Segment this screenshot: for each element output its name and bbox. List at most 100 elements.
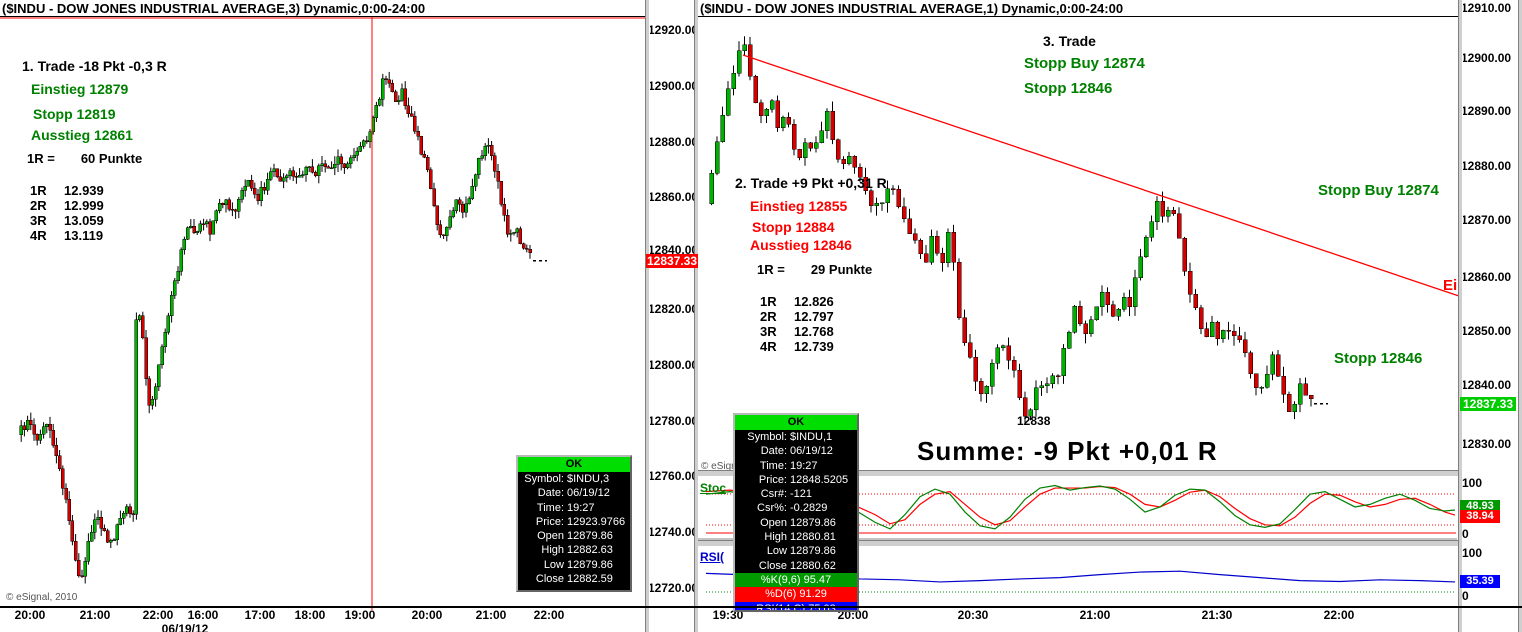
tooltip-row: High 12880.81 — [764, 531, 836, 544]
price-tick-label: 12920.00 — [648, 23, 699, 37]
tooltip-ok-header: OK — [518, 457, 630, 472]
price-tick-label: 12800.00 — [648, 358, 699, 372]
price-tick-label: 12740.00 — [648, 525, 699, 539]
time-tick-label: 19:00 — [344, 608, 376, 622]
r-multiple-row: 2R 12.797 — [760, 309, 834, 324]
tooltip-row: Low 12879.86 — [766, 545, 836, 558]
r-multiple-row: 4R 13.119 — [30, 228, 104, 243]
stochastic-study-label: Stoc — [700, 481, 727, 495]
cursor-data-window-right: OK Symbol: $INDU,1 Date: 06/19/12 Time: 19:27 P… — [733, 413, 859, 612]
trade2-stop: Stopp 12884 — [752, 219, 835, 235]
tooltip-row: High 12882.63 — [541, 544, 613, 557]
swing-low-label: 12838 — [1017, 414, 1051, 428]
rsi-scale-0: 0 — [1462, 589, 1469, 603]
left-copyright: © eSignal, 2010 — [6, 592, 78, 603]
r-multiple-row: 4R 12.739 — [760, 339, 834, 354]
right-scale-groove — [1458, 0, 1463, 632]
trade2-risk-value: 29 Punkte — [810, 262, 873, 277]
trade1-exit: Ausstieg 12861 — [31, 127, 133, 143]
price-tick-label: 12860.00 — [648, 190, 699, 204]
r-multiple-row: 1R 12.939 — [30, 183, 104, 198]
time-tick-label: 22:00 — [533, 608, 565, 622]
r-multiple-row: 2R 12.999 — [30, 198, 104, 213]
trade2-risk: 1R = 29 Punkte — [757, 262, 872, 277]
tooltip-row: Time: 19:27 — [759, 459, 818, 472]
right-last-price-tag: 12837.33 — [1460, 397, 1516, 411]
stoch-k-value-tag: 48.93 — [1460, 500, 1500, 513]
r-multiple-row: 3R 12.768 — [760, 324, 834, 339]
right-chart-title: ($INDU - DOW JONES INDUSTRIAL AVERAGE,1)… — [700, 1, 1124, 16]
trade2-exit: Ausstieg 12846 — [750, 237, 852, 253]
price-tick-label: 12880.00 — [648, 135, 699, 149]
left-time-axis[interactable]: 20:00 21:00 22:00 16:00 17:00 18:00 19:00 20:00… — [0, 608, 646, 632]
price-tick-label: 12830.00 — [1461, 437, 1512, 451]
right-title-bar[interactable]: ($INDU - DOW JONES INDUSTRIAL AVERAGE,1)… — [698, 0, 1458, 17]
left-scale-groove — [645, 0, 650, 632]
trade3-stopp-buy: Stopp Buy 12874 — [1024, 55, 1145, 72]
left-title-bar[interactable]: ($INDU - DOW JONES INDUSTRIAL AVERAGE,3)… — [0, 0, 646, 17]
axis-separator-line — [0, 606, 1522, 608]
tooltip-row: Open 12879.86 — [537, 530, 613, 543]
price-tick-label: 12890.00 — [1461, 104, 1512, 118]
trade1-stop: Stopp 12819 — [33, 106, 116, 122]
tooltip-row: Date: 06/19/12 — [760, 445, 833, 458]
trade2-entry: Einstieg 12855 — [750, 198, 848, 214]
trade1-risk-label: 1R = — [27, 151, 55, 166]
rsi-study-label: RSI( — [700, 550, 724, 564]
tooltip-row: Open 12879.86 — [760, 516, 836, 529]
price-tick-label: 12720.00 — [648, 581, 699, 595]
trade1-risk-value: 60 Punkte — [80, 151, 143, 166]
price-tick-label: 12850.00 — [1461, 324, 1512, 338]
price-tick-label: 12870.00 — [1461, 213, 1512, 227]
trade3-header: 3. Trade — [1043, 33, 1096, 49]
price-tick-label: 12900.00 — [1461, 51, 1512, 65]
summary-label: Summe: -9 Pkt +0,01 R — [917, 436, 1218, 466]
right-time-axis[interactable]: 19:30 20:00 20:30 21:00 21:30 22:00 — [0, 608, 1458, 632]
trade2-r-multiples: 1R 12.826 2R 12.797 3R 12.768 4R 12.739 — [760, 294, 834, 354]
time-tick-label: 20:00 — [411, 608, 443, 622]
time-tick-label: 21:00 — [1079, 608, 1111, 622]
rsi-scale-100: 100 — [1462, 546, 1483, 560]
trade2-risk-label: 1R = — [757, 262, 785, 277]
price-tick-label: 12880.00 — [1461, 159, 1512, 173]
tooltip-study-row: %K(9,6) 95.47 — [735, 572, 857, 588]
time-tick-label: 22:00 — [142, 608, 174, 622]
tooltip-row: Csr#: -121 — [760, 488, 813, 501]
time-tick-label: 21:00 — [79, 608, 111, 622]
tooltip-row: Low 12879.86 — [543, 558, 613, 571]
tooltip-ok-header: OK — [735, 415, 857, 430]
left-chart-plot[interactable] — [0, 0, 646, 632]
right-edge-groove — [1518, 0, 1522, 632]
r-multiple-row: 3R 13.059 — [30, 213, 104, 228]
price-tick-label: 12900.00 — [648, 79, 699, 93]
chart-window-3min: ($INDU - DOW JONES INDUSTRIAL AVERAGE,3)… — [0, 0, 647, 632]
r-multiple-row: 1R 12.826 — [760, 294, 834, 309]
price-tick-label: 12840.00 — [1461, 378, 1512, 392]
trade1-risk: 1R = 60 Punkte — [27, 151, 142, 166]
time-tick-label: 20:30 — [957, 608, 989, 622]
price-tick-label: 12820.00 — [648, 302, 699, 316]
time-tick-label: 16:00 — [187, 608, 219, 622]
trade2-header: 2. Trade +9 Pkt +0,31 R — [735, 175, 887, 191]
right-price-scale[interactable]: 12910.00 12900.00 12890.00 12880.00 12870.00… — [1459, 0, 1522, 632]
tooltip-row: Csr%: -0.2829 — [757, 502, 828, 515]
left-price-scale[interactable]: 12920.00 12900.00 12880.00 12860.00 12840.00… — [646, 0, 698, 632]
stopp-right-label: Stopp 12846 — [1334, 350, 1423, 367]
tooltip-row: Symbol: $INDU,3 — [524, 473, 610, 485]
tooltip-study-row: %D(6) 91.29 — [735, 587, 857, 602]
tooltip-row: Symbol: $INDU,1 — [747, 431, 833, 443]
stopp-buy-right-label: Stopp Buy 12874 — [1318, 182, 1439, 199]
rsi-value-tag: 35.39 — [1460, 575, 1500, 588]
price-stoch-divider — [698, 470, 1522, 477]
tooltip-row: Close 12880.62 — [758, 559, 836, 572]
time-tick-label: 20:00 — [14, 608, 46, 622]
price-tick-label: 12840.00 — [648, 243, 699, 257]
time-tick-label: 22:00 — [1323, 608, 1355, 622]
tooltip-row: Date: 06/19/12 — [537, 487, 610, 500]
time-tick-label: 21:30 — [1201, 608, 1233, 622]
tooltip-row: Time: 19:27 — [536, 501, 595, 514]
tooltip-row: Close 12882.59 — [535, 573, 613, 586]
price-tick-label: 12780.00 — [648, 414, 699, 428]
time-tick-label: 21:00 — [475, 608, 507, 622]
